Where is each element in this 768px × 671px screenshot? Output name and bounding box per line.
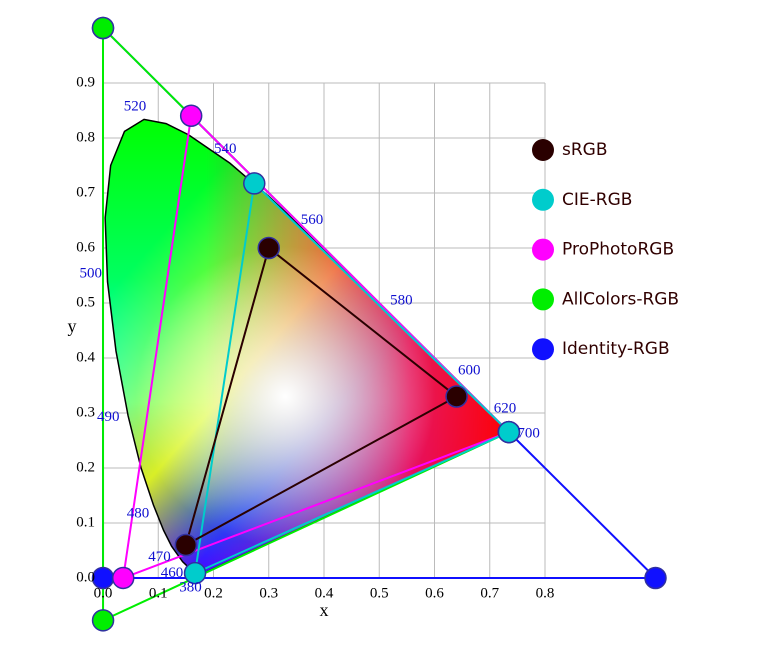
x-tick-label: 0.5: [370, 585, 389, 601]
white-point: [135, 246, 436, 547]
x-tick-label: 0.6: [425, 585, 444, 601]
wavelength-label: 580: [390, 293, 413, 309]
wavelength-label: 560: [301, 212, 324, 228]
legend-marker: [532, 338, 554, 361]
primary-marker: [445, 385, 468, 408]
legend-label: ProPhotoRGB: [562, 240, 674, 260]
x-tick-label: 0.8: [536, 585, 555, 601]
x-tick-label: 0.3: [259, 585, 278, 601]
y-tick-label: 0.5: [76, 294, 95, 310]
wavelength-label: 480: [127, 505, 150, 521]
x-tick-label: 0.2: [204, 585, 223, 601]
wavelength-label: 520: [124, 98, 147, 114]
y-tick-label: 0.3: [76, 404, 95, 420]
wavelength-label: 540: [214, 141, 237, 157]
wavelength-label: 380: [179, 579, 202, 595]
wavelength-label: 470: [148, 549, 171, 565]
wavelength-label: 490: [97, 409, 120, 425]
y-axis-label: y: [68, 316, 77, 336]
primary-marker: [243, 172, 266, 195]
primary-marker: [179, 104, 203, 128]
marks: [91, 16, 667, 632]
primary-marker: [174, 533, 198, 557]
wavelength-label: 620: [494, 401, 517, 417]
legend-marker: [532, 188, 554, 211]
primary-marker: [644, 566, 667, 590]
gamut-triangle: [184, 246, 459, 548]
x-tick-label: 0.4: [315, 585, 334, 601]
legend-label: Identity-RGB: [562, 339, 670, 359]
y-tick-label: 0.8: [76, 129, 95, 145]
x-tick-label: 0.1: [149, 585, 168, 601]
primary-marker: [91, 609, 115, 632]
x-axis-label: x: [320, 600, 329, 620]
legend-label: CIE-RGB: [562, 190, 632, 210]
y-tick-label: 0.4: [76, 349, 95, 365]
legend-label: AllColors-RGB: [562, 289, 679, 309]
y-tick-label: 0.9: [76, 74, 95, 90]
wavelength-label: 700: [517, 426, 540, 442]
legend-marker: [532, 238, 554, 261]
gamut-triangle: [121, 113, 511, 580]
primary-marker: [257, 236, 280, 260]
legend-marker: [532, 139, 554, 161]
y-tick-label: 0.0: [76, 569, 95, 585]
gamut-triangle: [193, 181, 511, 575]
primary-marker: [497, 420, 521, 444]
legend-label: sRGB: [562, 140, 608, 160]
primary-marker: [91, 16, 115, 40]
x-tick-label: 0.0: [94, 585, 113, 601]
wavelength-label: 600: [458, 363, 481, 379]
y-tick-label: 0.2: [76, 459, 95, 475]
y-tick-label: 0.7: [76, 184, 95, 200]
primary-marker: [111, 566, 135, 590]
y-tick-label: 0.6: [76, 239, 95, 255]
wavelength-label: 500: [79, 266, 102, 282]
x-tick-label: 0.7: [480, 585, 499, 601]
legend-marker: [532, 288, 554, 311]
y-tick-label: 0.1: [76, 514, 95, 530]
wavelength-label: 460: [161, 565, 184, 581]
primary-marker: [183, 561, 207, 585]
